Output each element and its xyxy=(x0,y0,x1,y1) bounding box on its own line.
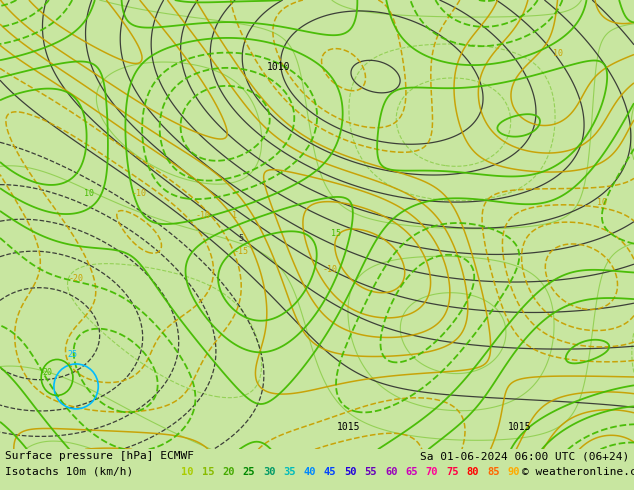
Text: Surface pressure [hPa] ECMWF: Surface pressure [hPa] ECMWF xyxy=(5,451,194,462)
Text: 20: 20 xyxy=(222,467,235,477)
Text: 15: 15 xyxy=(331,229,341,238)
Text: 1015: 1015 xyxy=(337,422,361,432)
Text: 20: 20 xyxy=(42,368,53,377)
Text: 15: 15 xyxy=(202,467,214,477)
Text: 80: 80 xyxy=(467,467,479,477)
Text: -20: -20 xyxy=(68,274,84,283)
Text: Sa 01-06-2024 06:00 UTC (06+24): Sa 01-06-2024 06:00 UTC (06+24) xyxy=(420,451,629,462)
Text: 55: 55 xyxy=(365,467,377,477)
Text: -15: -15 xyxy=(233,247,249,256)
Text: -10: -10 xyxy=(195,211,210,220)
Text: -10: -10 xyxy=(132,189,147,197)
Text: 30: 30 xyxy=(263,467,275,477)
Text: 85: 85 xyxy=(487,467,500,477)
Text: 10: 10 xyxy=(553,49,563,58)
Text: 60: 60 xyxy=(385,467,398,477)
Text: 75: 75 xyxy=(446,467,458,477)
Text: 5: 5 xyxy=(238,234,243,243)
Text: 25: 25 xyxy=(243,467,255,477)
Text: 10: 10 xyxy=(84,189,94,197)
Text: Isotachs 10m (km/h): Isotachs 10m (km/h) xyxy=(5,467,133,477)
Text: 40: 40 xyxy=(304,467,316,477)
Text: 1015: 1015 xyxy=(508,422,532,432)
Text: 90: 90 xyxy=(507,467,520,477)
Text: 65: 65 xyxy=(406,467,418,477)
Text: 10: 10 xyxy=(181,467,194,477)
Text: 1: 1 xyxy=(232,211,237,220)
Text: 1010: 1010 xyxy=(267,62,291,73)
Text: © weatheronline.co.uk: © weatheronline.co.uk xyxy=(522,467,634,477)
Text: 70: 70 xyxy=(426,467,438,477)
Text: 45: 45 xyxy=(324,467,337,477)
Text: 10: 10 xyxy=(597,197,607,207)
Text: 25: 25 xyxy=(68,350,78,360)
Text: 35: 35 xyxy=(283,467,295,477)
Text: -10: -10 xyxy=(322,265,337,274)
Text: 50: 50 xyxy=(344,467,357,477)
